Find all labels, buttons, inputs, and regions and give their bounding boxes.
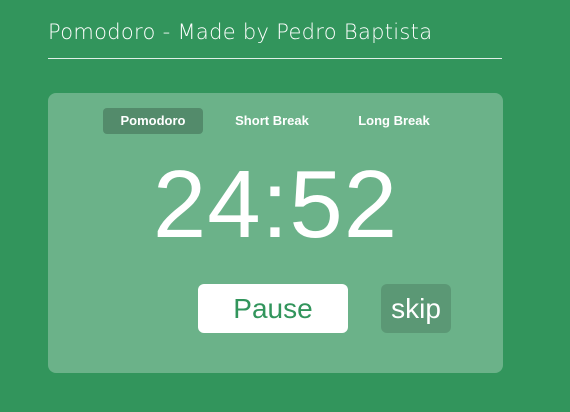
timer-display: 24:52 [152, 151, 399, 258]
mode-tabs: Pomodoro Short Break Long Break [48, 108, 503, 134]
tab-long-break[interactable]: Long Break [358, 113, 430, 128]
tab-short-break[interactable]: Short Break [235, 113, 309, 128]
app-header: Pomodoro - Made by Pedro Baptista [48, 18, 502, 59]
app-title: Pomodoro - Made by Pedro Baptista [48, 20, 433, 44]
tab-pomodoro[interactable]: Pomodoro [103, 108, 203, 134]
timer-card: Pomodoro Short Break Long Break 24:52 Pa… [48, 93, 503, 373]
pause-button[interactable]: Pause [198, 284, 348, 333]
skip-button[interactable]: skip [381, 284, 451, 333]
